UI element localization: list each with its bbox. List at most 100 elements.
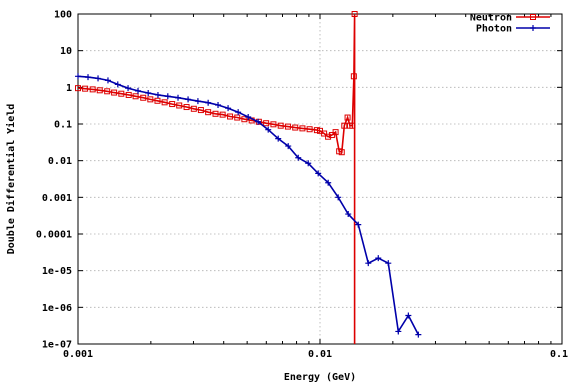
data-point [185, 96, 192, 103]
legend-marker [530, 25, 536, 31]
data-point [265, 126, 272, 133]
data-point [395, 328, 402, 335]
data-point [313, 127, 320, 134]
data-point [205, 109, 212, 116]
data-point [245, 114, 252, 121]
data-point [285, 143, 292, 150]
data-point [205, 99, 212, 106]
data-point [365, 260, 372, 267]
data-point [351, 11, 358, 17]
data-point [321, 130, 328, 137]
data-point [375, 255, 382, 262]
series-photon [75, 73, 422, 338]
data-point [194, 98, 201, 105]
data-point [263, 120, 270, 127]
data-point [95, 75, 102, 82]
data-point [75, 85, 81, 92]
data-point [140, 94, 147, 101]
data-point [154, 91, 161, 98]
data-point [164, 93, 171, 100]
data-point [161, 99, 168, 106]
data-point [169, 101, 176, 108]
data-point [114, 81, 121, 88]
data-point [355, 221, 362, 228]
data-point [415, 331, 422, 338]
data-point [175, 94, 182, 101]
data-point [135, 87, 142, 94]
data-point [147, 96, 154, 103]
data-point [349, 122, 356, 129]
x-tick-label: 0.1 [550, 349, 568, 360]
x-tick-label: 0.001 [63, 349, 93, 360]
data-point [305, 160, 312, 167]
data-point [350, 73, 357, 80]
legend-item-neutron: Neutron [470, 13, 550, 24]
data-point [270, 121, 277, 128]
y-tick-label: 100 [54, 10, 72, 21]
grid [78, 14, 562, 344]
x-axis-ticks: 0.001 0.01 0.1 [63, 14, 568, 360]
legend-marker [530, 14, 536, 20]
data-point [332, 129, 339, 136]
data-point [227, 113, 234, 120]
data-point [338, 149, 345, 156]
data-point [341, 122, 348, 129]
data-point [255, 118, 262, 125]
x-axis-label: Energy (GeV) [284, 372, 356, 383]
y-tick-label: 1e-06 [42, 303, 72, 314]
series-neutron [75, 11, 358, 344]
y-tick-label: 0.001 [42, 193, 72, 204]
legend-label: Photon [476, 24, 512, 35]
data-point [292, 124, 299, 131]
y-tick-label: 0.0001 [36, 230, 72, 241]
data-point [75, 73, 81, 80]
data-point [275, 135, 282, 142]
series-layer [75, 11, 422, 344]
data-point [85, 74, 92, 81]
data-point [344, 114, 351, 121]
data-point [89, 86, 96, 93]
data-point [190, 105, 197, 112]
data-point [325, 133, 332, 140]
data-point [234, 114, 241, 121]
data-point [212, 110, 219, 117]
data-point [335, 194, 342, 201]
data-point [306, 126, 313, 133]
data-point [118, 90, 125, 97]
data-point [125, 91, 132, 98]
data-point [183, 104, 190, 111]
data-point [145, 90, 152, 97]
data-point [235, 109, 242, 116]
data-point [125, 85, 132, 92]
y-tick-label: 10 [60, 46, 72, 57]
y-axis-ticks: 1e-07 1e-06 1e-05 0.0001 0.001 0.01 0.1 1 10 100 [36, 10, 562, 351]
data-point [111, 89, 118, 96]
data-point [241, 116, 248, 123]
y-tick-label: 0.01 [48, 156, 72, 167]
data-point [154, 97, 161, 104]
data-point [345, 211, 352, 218]
data-point [104, 88, 111, 95]
data-point [132, 93, 139, 100]
x-tick-label: 0.01 [308, 349, 332, 360]
data-point [284, 123, 291, 130]
data-point [82, 85, 89, 92]
data-point [104, 77, 111, 84]
y-axis-label: Double Differential Yield [5, 104, 17, 255]
y-tick-label: 1e-05 [42, 266, 72, 277]
data-point [96, 87, 103, 94]
data-point [215, 101, 222, 108]
data-point [197, 107, 204, 114]
data-point [385, 260, 392, 267]
data-point [315, 170, 322, 177]
y-tick-label: 0.1 [54, 120, 72, 131]
y-tick-label: 1e-07 [42, 340, 72, 351]
data-point [176, 102, 183, 109]
series-line [77, 13, 356, 344]
data-point [325, 179, 332, 186]
data-point [295, 154, 302, 161]
legend-label: Neutron [470, 13, 512, 24]
